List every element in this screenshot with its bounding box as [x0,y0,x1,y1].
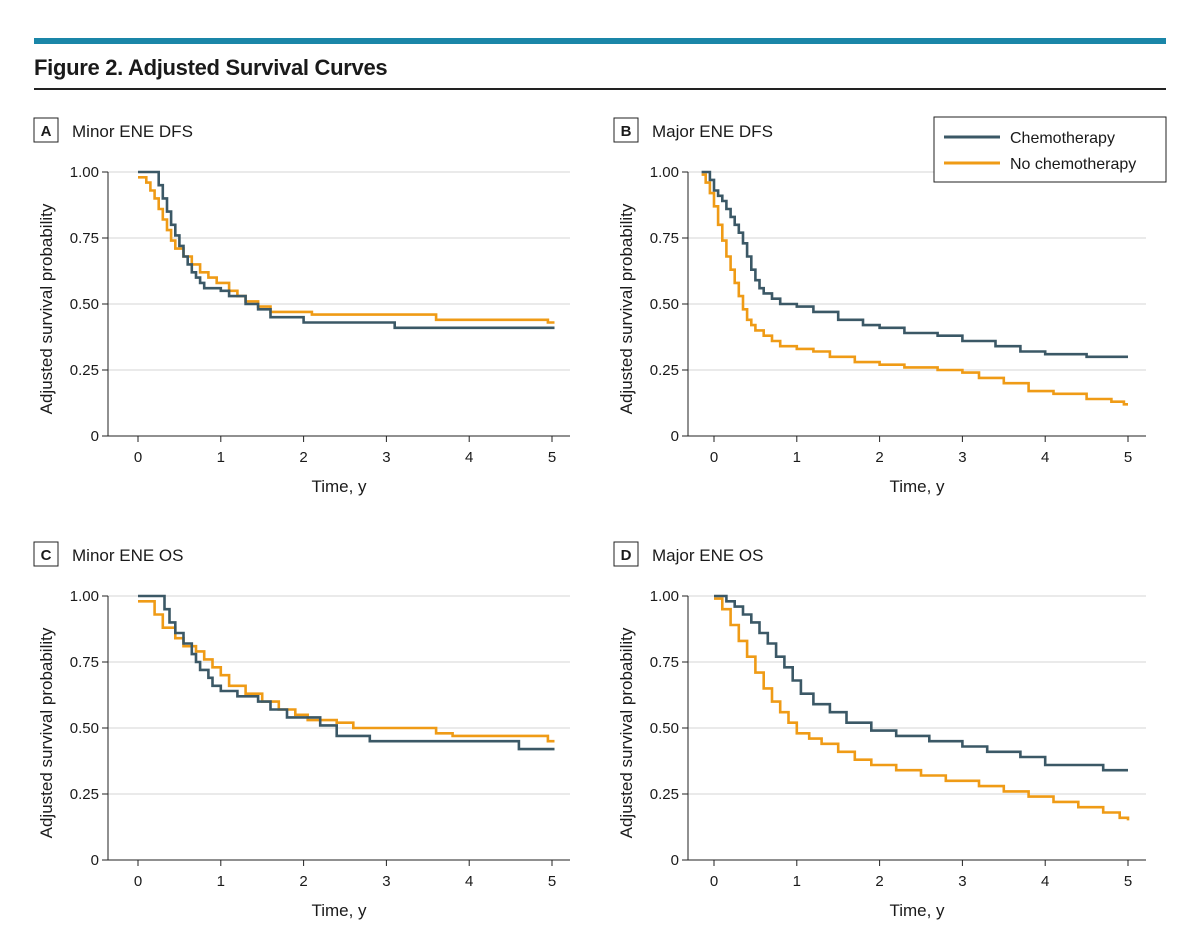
y-tick-label: 1.00 [70,164,99,181]
x-tick-label: 3 [382,873,390,890]
y-tick-label: 0.75 [650,654,679,671]
x-tick-label: 0 [710,449,718,466]
x-axis-label: Time, y [311,477,367,496]
x-tick-label: 0 [134,873,142,890]
x-tick-label: 1 [793,873,801,890]
x-tick-label: 4 [465,873,473,890]
y-tick-label: 0 [671,428,679,445]
y-axis-label: Adjusted survival probability [37,627,56,838]
series-line-nochemo [138,176,555,324]
x-tick-label: 1 [793,449,801,466]
series-line-nochemo [701,173,1128,406]
x-tick-label: 3 [382,449,390,466]
panel-letter-box [613,541,639,567]
panel-a: A Minor ENE DFS 0 0.25 0.50 0.75 1.00 0 1 2 3 4 5 Tim… [33,117,570,496]
y-tick-label: 0.75 [650,230,679,247]
x-tick-label: 5 [548,873,556,890]
panel-b: B Major ENE DFS 0 0.25 0.50 0.75 1.00 0 1 2 3 4 5 Tim… [613,117,1146,496]
panel-title: Minor ENE DFS [72,122,193,141]
x-tick-label: 2 [299,873,307,890]
x-tick-label: 1 [217,449,225,466]
y-tick-label: 1.00 [650,588,679,605]
x-axis-label: Time, y [889,901,945,920]
x-tick-label: 4 [1041,449,1049,466]
series-line-nochemo [714,597,1130,821]
legend-label-nochemo: No chemotherapy [1010,156,1136,173]
legend: Chemotherapy No chemotherapy [933,116,1167,183]
y-tick-label: 0.50 [70,720,99,737]
y-tick-label: 0 [671,852,679,869]
y-tick-label: 0.50 [650,720,679,737]
series-line-chemo [138,170,555,330]
panel-letter: C [41,547,52,564]
panel-title: Major ENE OS [652,546,763,565]
panel-title: Major ENE DFS [652,122,773,141]
y-tick-label: 0.25 [650,786,679,803]
y-tick-label: 0.50 [650,296,679,313]
y-tick-label: 0.25 [650,362,679,379]
y-axis-label: Adjusted survival probability [617,203,636,414]
x-axis-label: Time, y [311,901,367,920]
x-tick-label: 5 [548,449,556,466]
panel-title: Minor ENE OS [72,546,183,565]
x-tick-label: 2 [299,449,307,466]
panel-letter: B [621,123,632,140]
x-tick-label: 4 [465,449,473,466]
series-line-chemo [714,594,1128,772]
y-tick-label: 0.25 [70,362,99,379]
panel-letter-box [33,541,59,567]
x-tick-label: 2 [875,873,883,890]
panel-d: D Major ENE OS 0 0.25 0.50 0.75 1.00 0 1 2 3 4 5 Time… [613,541,1146,920]
figure-title: Figure 2. Adjusted Survival Curves [34,55,388,80]
x-tick-label: 5 [1124,873,1132,890]
x-tick-label: 0 [134,449,142,466]
x-tick-label: 2 [875,449,883,466]
y-tick-label: 0.75 [70,654,99,671]
series-line-chemo [138,594,555,751]
panel-letter-box [33,117,59,143]
y-axis-label: Adjusted survival probability [617,627,636,838]
x-tick-label: 4 [1041,873,1049,890]
title-divider [34,88,1166,90]
panel-letter: D [621,547,632,564]
panel-letter: A [41,123,52,140]
legend-label-chemo: Chemotherapy [1010,130,1115,147]
y-tick-label: 0.25 [70,786,99,803]
y-tick-label: 0.75 [70,230,99,247]
y-tick-label: 1.00 [70,588,99,605]
x-tick-label: 1 [217,873,225,890]
y-tick-label: 0.50 [70,296,99,313]
y-tick-label: 1.00 [650,164,679,181]
y-tick-label: 0 [91,852,99,869]
x-tick-label: 5 [1124,449,1132,466]
legend-box [933,116,1167,183]
x-axis-label: Time, y [889,477,945,496]
top-accent-bar [34,38,1166,44]
series-line-nochemo [138,600,555,743]
y-tick-label: 0 [91,428,99,445]
panel-letter-box [613,117,639,143]
x-tick-label: 0 [710,873,718,890]
y-axis-label: Adjusted survival probability [37,203,56,414]
x-tick-label: 3 [958,449,966,466]
x-tick-label: 3 [958,873,966,890]
series-line-chemo [701,170,1128,359]
panel-c: C Minor ENE OS 0 0.25 0.50 0.75 1.00 0 1 2 3 4 5 Time… [33,541,570,920]
